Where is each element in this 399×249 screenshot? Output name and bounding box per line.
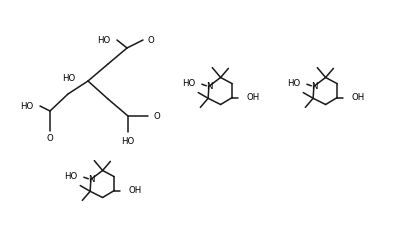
Text: O: O [153, 112, 160, 121]
Text: N: N [205, 82, 212, 91]
Text: HO: HO [20, 102, 33, 111]
Text: HO: HO [97, 36, 110, 45]
Text: O: O [47, 133, 53, 142]
Text: O: O [148, 36, 155, 45]
Text: N: N [88, 175, 94, 184]
Text: HO: HO [121, 136, 134, 145]
Text: HO: HO [182, 79, 195, 88]
Text: N: N [311, 82, 317, 91]
Text: HO: HO [64, 172, 77, 181]
Text: HO: HO [62, 73, 75, 82]
Text: OH: OH [351, 93, 364, 102]
Text: OH: OH [246, 93, 259, 102]
Text: OH: OH [128, 186, 142, 195]
Text: HO: HO [286, 79, 300, 88]
